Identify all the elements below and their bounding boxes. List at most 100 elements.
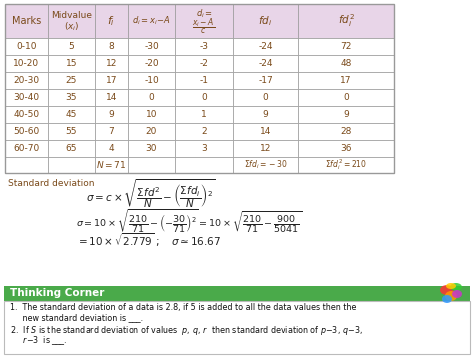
Text: 2.  If $S$ is the standard deviation of values  $p,\, q,\, r$  then standard dev: 2. If $S$ is the standard deviation of v… — [10, 324, 363, 337]
Ellipse shape — [440, 285, 454, 295]
Bar — [233, 157, 298, 173]
Bar — [95, 4, 128, 38]
Bar — [5, 123, 48, 140]
Text: 55: 55 — [66, 127, 77, 136]
Bar — [95, 123, 128, 140]
Bar — [48, 123, 95, 140]
Text: 9: 9 — [109, 110, 114, 119]
Bar — [128, 123, 175, 140]
Ellipse shape — [450, 283, 462, 291]
Text: 8: 8 — [109, 42, 114, 51]
Bar — [298, 4, 394, 38]
Text: -1: -1 — [200, 76, 209, 85]
Bar — [95, 106, 128, 123]
Text: 45: 45 — [66, 110, 77, 119]
Bar — [5, 4, 48, 38]
Text: $\sigma = 10 \times \sqrt{\dfrac{210}{71} - \left(-\dfrac{30}{71}\right)^2} = 10: $\sigma = 10 \times \sqrt{\dfrac{210}{71… — [76, 207, 302, 235]
Bar — [128, 72, 175, 89]
Bar — [48, 106, 95, 123]
Text: $d_i =$: $d_i =$ — [195, 8, 212, 20]
Bar — [175, 157, 233, 173]
Bar — [5, 55, 48, 72]
Bar — [128, 89, 175, 106]
Bar — [233, 89, 298, 106]
Bar — [233, 123, 298, 140]
Text: -2: -2 — [200, 59, 209, 68]
Ellipse shape — [445, 291, 457, 301]
Bar — [298, 38, 394, 55]
Ellipse shape — [446, 283, 456, 289]
Text: 1.  The standard deviation of a data is 2.8, if 5 is added to all the data value: 1. The standard deviation of a data is 2… — [10, 303, 356, 312]
Text: -24: -24 — [258, 59, 273, 68]
Text: Marks: Marks — [12, 16, 41, 26]
Bar — [175, 38, 233, 55]
Text: 20: 20 — [146, 127, 157, 136]
Bar — [48, 4, 95, 38]
Bar — [95, 38, 128, 55]
Ellipse shape — [442, 295, 452, 303]
Bar — [298, 123, 394, 140]
Text: 0-10: 0-10 — [16, 42, 37, 51]
Bar — [298, 140, 394, 157]
Bar — [5, 106, 48, 123]
Text: 5: 5 — [69, 42, 74, 51]
Bar — [298, 89, 394, 106]
Text: 14: 14 — [106, 93, 117, 102]
Text: -20: -20 — [144, 59, 159, 68]
Text: 0: 0 — [149, 93, 155, 102]
Text: 1: 1 — [201, 110, 207, 119]
Text: 12: 12 — [106, 59, 117, 68]
Text: 65: 65 — [66, 144, 77, 153]
Text: 20-30: 20-30 — [13, 76, 39, 85]
Text: $\Sigma fd_i^2 = 210$: $\Sigma fd_i^2 = 210$ — [325, 158, 367, 172]
Bar — [5, 157, 48, 173]
Bar — [95, 89, 128, 106]
Bar — [298, 157, 394, 173]
Bar — [175, 55, 233, 72]
Bar — [233, 4, 298, 38]
Ellipse shape — [452, 290, 462, 298]
Bar — [95, 140, 128, 157]
Bar — [233, 55, 298, 72]
Bar — [48, 140, 95, 157]
Bar — [233, 106, 298, 123]
Bar — [175, 4, 233, 38]
Bar — [128, 140, 175, 157]
Text: -30: -30 — [144, 42, 159, 51]
Bar — [95, 55, 128, 72]
Text: $fd_i$: $fd_i$ — [258, 14, 273, 28]
Text: Thinking Corner: Thinking Corner — [10, 288, 104, 298]
Bar — [48, 72, 95, 89]
Bar — [233, 72, 298, 89]
Bar — [48, 38, 95, 55]
Text: new standard deviation is ___.: new standard deviation is ___. — [10, 313, 143, 322]
Text: 2: 2 — [201, 127, 207, 136]
Text: Midvalue: Midvalue — [51, 11, 92, 21]
Bar — [95, 72, 128, 89]
Text: 30-40: 30-40 — [13, 93, 39, 102]
Bar — [175, 72, 233, 89]
Bar — [233, 140, 298, 157]
Text: 36: 36 — [340, 144, 352, 153]
Text: 30: 30 — [146, 144, 157, 153]
Text: $fd_i^2$: $fd_i^2$ — [337, 12, 355, 30]
Text: 17: 17 — [106, 76, 117, 85]
Text: 7: 7 — [109, 127, 114, 136]
Text: 60-70: 60-70 — [13, 144, 40, 153]
Text: 10: 10 — [146, 110, 157, 119]
Bar — [175, 123, 233, 140]
Bar — [233, 38, 298, 55]
Text: $\Sigma fd_i = -30$: $\Sigma fd_i = -30$ — [244, 159, 288, 171]
Bar — [128, 157, 175, 173]
Bar — [5, 89, 48, 106]
Text: $(x_i)$: $(x_i)$ — [64, 21, 79, 33]
Text: -3: -3 — [200, 42, 209, 51]
Text: 0: 0 — [343, 93, 349, 102]
Bar — [4, 301, 470, 354]
Text: 25: 25 — [66, 76, 77, 85]
Text: -17: -17 — [258, 76, 273, 85]
Text: 10-20: 10-20 — [13, 59, 39, 68]
Text: -10: -10 — [144, 76, 159, 85]
Text: 17: 17 — [340, 76, 352, 85]
Text: 40-50: 40-50 — [13, 110, 39, 119]
